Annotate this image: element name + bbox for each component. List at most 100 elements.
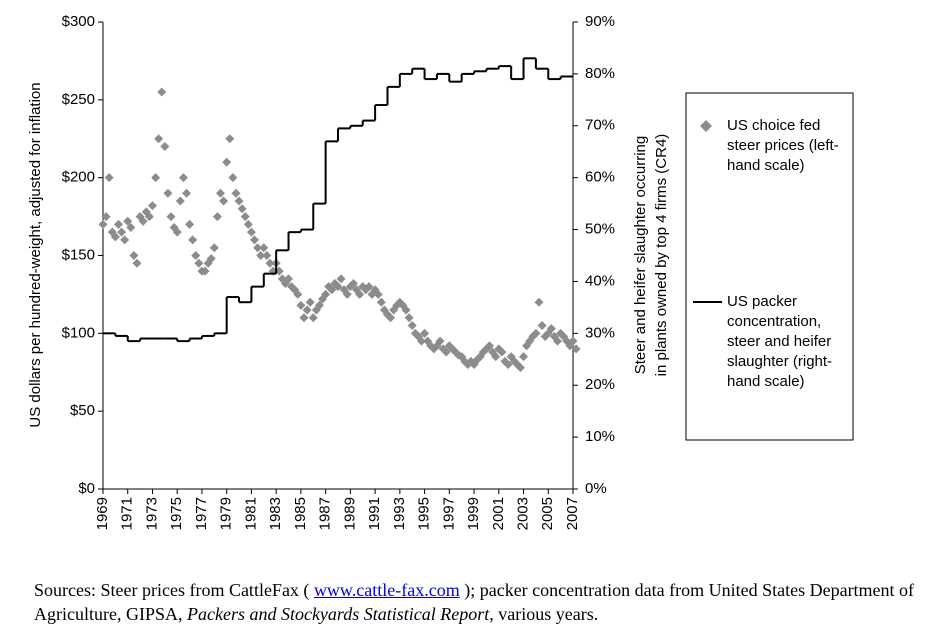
price-point xyxy=(246,227,256,237)
x-tick-label: 2001 xyxy=(490,497,507,530)
x-tick-label: 1995 xyxy=(416,497,433,530)
legend-box xyxy=(685,92,854,441)
price-point xyxy=(296,300,306,310)
price-point xyxy=(407,321,417,331)
y2-axis-label: in plants owned by top 4 firms (CR4) xyxy=(653,134,670,377)
x-tick-label: 2003 xyxy=(514,497,531,530)
price-point xyxy=(293,289,303,299)
price-point xyxy=(299,313,309,323)
price-point xyxy=(503,359,513,369)
price-point xyxy=(225,134,235,144)
price-point xyxy=(132,258,142,268)
y-tick-label: $100 xyxy=(62,324,95,341)
sources-link[interactable]: www.cattle-fax.com xyxy=(313,580,460,600)
x-tick-label: 1991 xyxy=(366,497,383,530)
y-tick-label: $50 xyxy=(70,402,95,419)
price-point xyxy=(206,254,216,264)
y-tick-label: $150 xyxy=(62,246,95,263)
y2-tick-label: 10% xyxy=(585,428,615,445)
price-point xyxy=(172,227,182,237)
price-point xyxy=(101,212,111,222)
price-point xyxy=(284,274,294,284)
price-point xyxy=(234,196,244,206)
price-point xyxy=(327,285,337,295)
price-point xyxy=(259,243,269,253)
price-point xyxy=(154,134,164,144)
price-point xyxy=(386,313,396,323)
x-tick-label: 1969 xyxy=(94,497,111,530)
price-point xyxy=(491,352,501,362)
price-point xyxy=(222,157,232,167)
x-tick-label: 1987 xyxy=(317,497,334,530)
price-point xyxy=(188,235,198,245)
price-point xyxy=(553,336,563,346)
price-point xyxy=(166,212,176,222)
y2-tick-label: 90% xyxy=(585,13,615,30)
price-point xyxy=(420,328,430,338)
price-point xyxy=(485,341,495,351)
price-point xyxy=(113,219,123,229)
sources: Sources: Steer prices from CattleFax ( w… xyxy=(34,578,924,626)
price-point xyxy=(571,344,581,354)
price-point xyxy=(568,336,578,346)
y2-tick-label: 20% xyxy=(585,376,615,393)
x-tick-label: 1971 xyxy=(119,497,136,530)
y2-tick-label: 30% xyxy=(585,324,615,341)
sources-text: Sources: Steer prices from CattleFax ( xyxy=(34,580,314,600)
price-point xyxy=(185,219,195,229)
price-point xyxy=(515,363,525,373)
legend-entry: US packer concentration, steer and heife… xyxy=(727,293,833,390)
price-point xyxy=(120,235,130,245)
price-point xyxy=(175,196,185,206)
x-tick-label: 1993 xyxy=(391,497,408,530)
price-point xyxy=(200,266,210,276)
price-point xyxy=(253,243,263,253)
x-tick-label: 2005 xyxy=(539,497,556,530)
price-point xyxy=(546,324,556,334)
x-tick-label: 1975 xyxy=(168,497,185,530)
price-point xyxy=(228,173,238,183)
price-point xyxy=(305,297,315,307)
price-point xyxy=(144,212,154,222)
price-point xyxy=(531,328,541,338)
price-point xyxy=(308,313,318,323)
price-point xyxy=(333,282,343,292)
x-tick-label: 1999 xyxy=(465,497,482,530)
y-tick-label: $250 xyxy=(62,91,95,108)
price-point xyxy=(129,251,139,260)
price-point xyxy=(342,289,352,299)
x-tick-label: 2007 xyxy=(564,497,581,530)
price-point xyxy=(302,305,312,315)
x-tick-label: 1997 xyxy=(440,497,457,530)
price-point xyxy=(401,305,411,315)
price-point xyxy=(441,347,451,357)
price-point xyxy=(126,222,136,232)
price-point xyxy=(138,216,148,226)
x-tick-label: 1989 xyxy=(341,497,358,530)
y-tick-label: $200 xyxy=(62,169,95,186)
price-point xyxy=(256,251,266,260)
price-point xyxy=(265,258,275,268)
price-point xyxy=(534,297,544,307)
x-tick-label: 1979 xyxy=(218,497,235,530)
price-point xyxy=(336,274,346,284)
price-point xyxy=(250,235,260,245)
price-point xyxy=(157,87,167,97)
y2-tick-label: 60% xyxy=(585,169,615,186)
y2-tick-label: 0% xyxy=(585,480,607,497)
x-tick-label: 1981 xyxy=(242,497,259,530)
price-point xyxy=(219,196,229,206)
y2-tick-label: 50% xyxy=(585,221,615,238)
price-point xyxy=(181,188,191,198)
price-point xyxy=(373,289,383,299)
price-point xyxy=(117,227,127,237)
x-tick-label: 1983 xyxy=(267,497,284,530)
price-point xyxy=(355,289,365,299)
legend-entry: US choice fed steer prices (left-hand sc… xyxy=(727,117,839,174)
price-point xyxy=(376,297,386,307)
legend-marker xyxy=(700,120,712,132)
price-point xyxy=(110,232,120,242)
y-tick-label: $300 xyxy=(62,13,95,30)
price-point xyxy=(191,251,201,260)
